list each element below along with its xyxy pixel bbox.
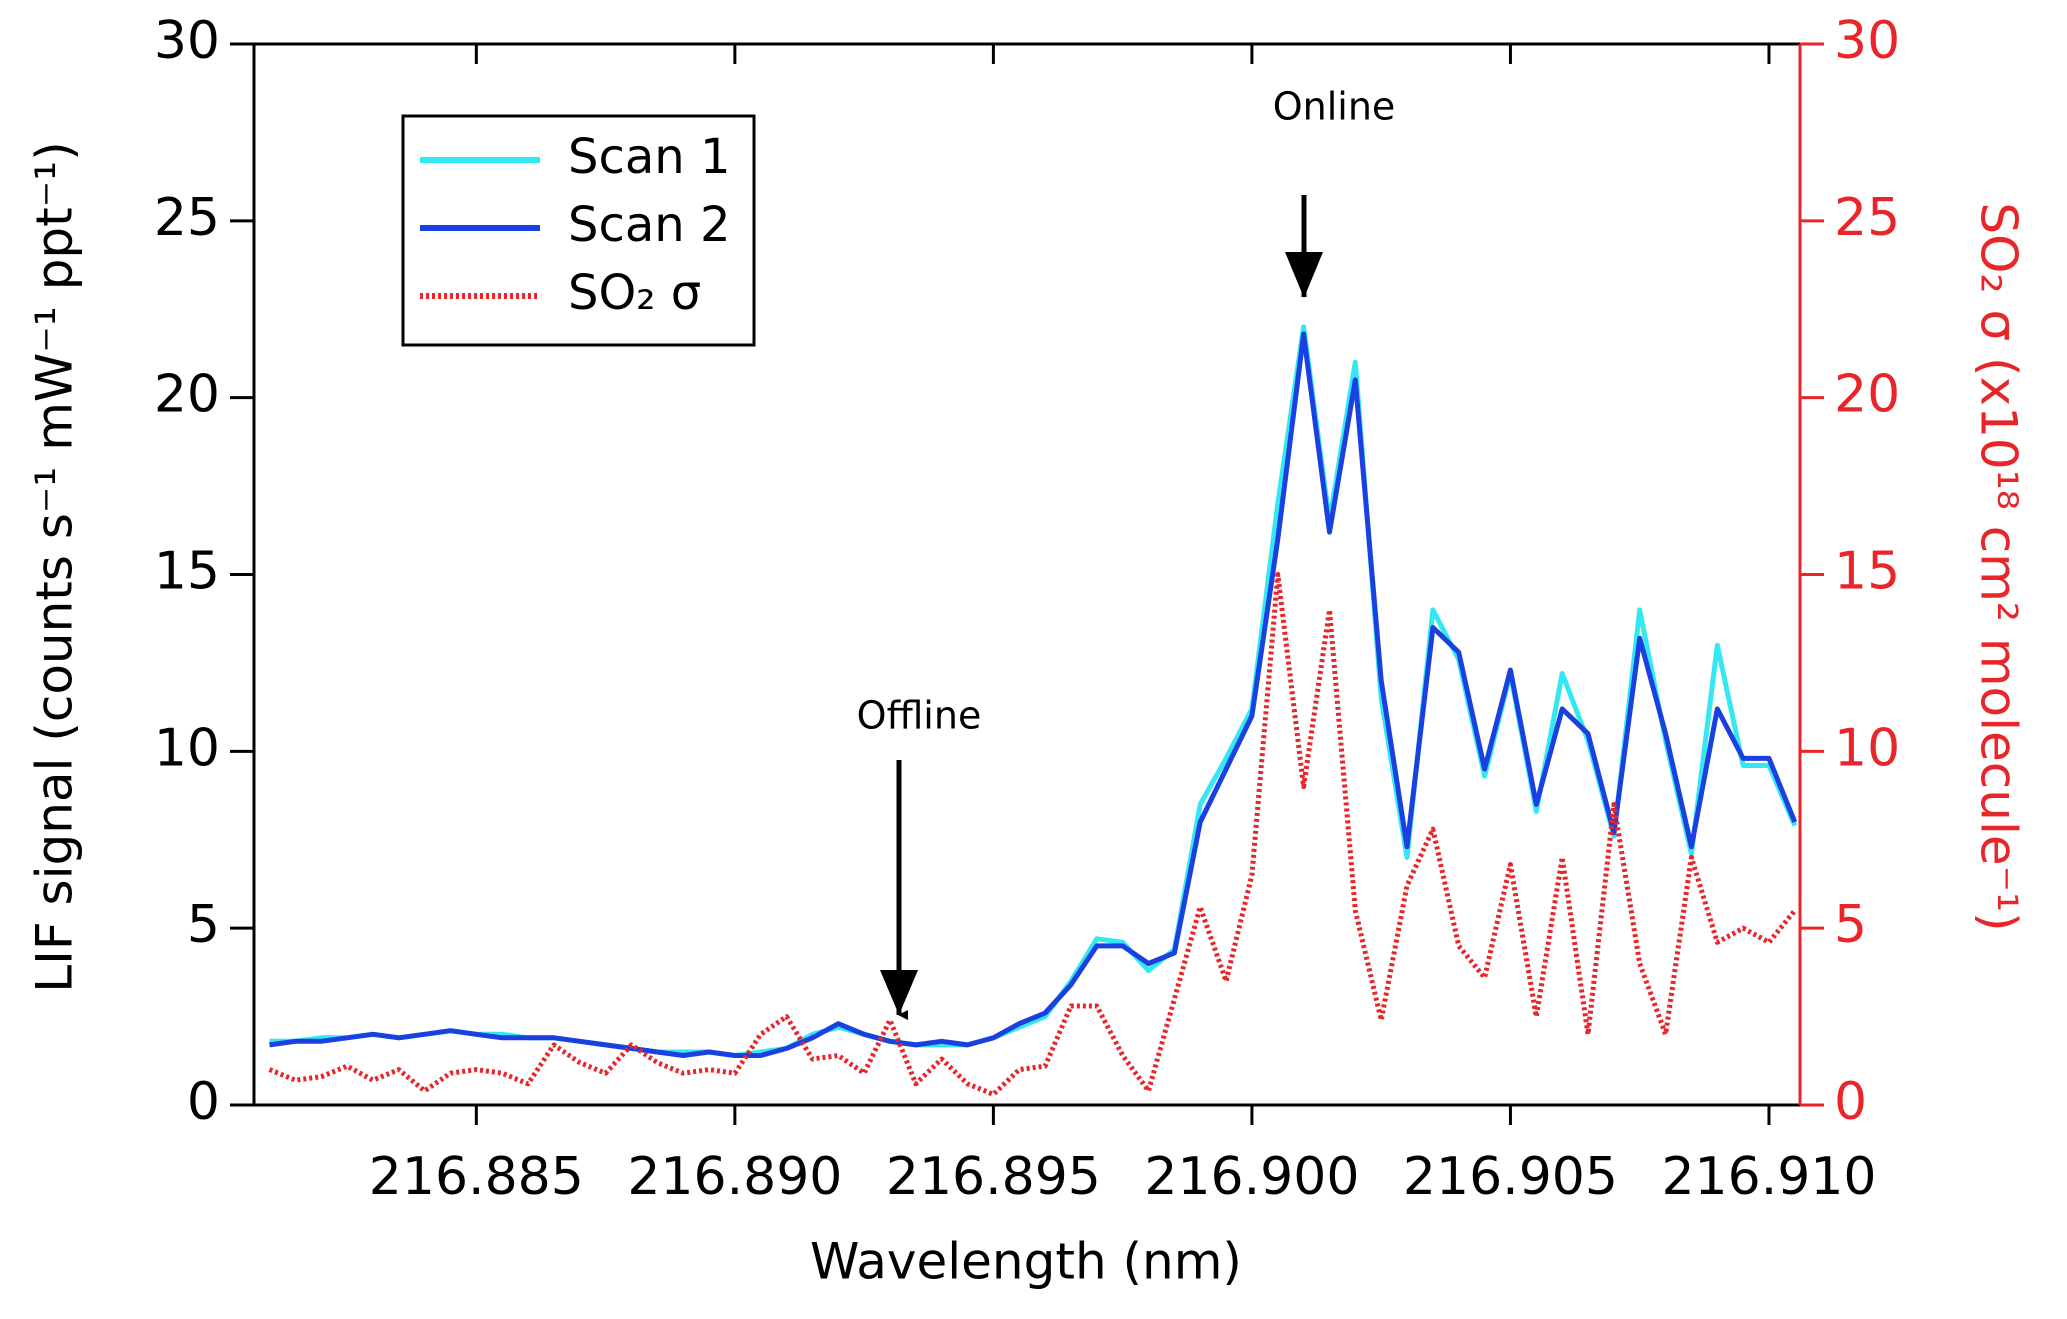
y-axis-label: LIF signal (counts s⁻¹ mW⁻¹ ppt⁻¹) [26, 141, 84, 992]
x-axis-label: Wavelength (nm) [810, 1233, 1242, 1291]
y-tick-label: 5 [187, 895, 220, 955]
annotation: Offline [857, 694, 982, 738]
y2-tick-label: 25 [1834, 188, 1900, 248]
y2-tick-label: 20 [1834, 365, 1900, 425]
y2-tick-label: 15 [1834, 542, 1900, 602]
y2-tick-label: 0 [1834, 1072, 1867, 1132]
legend: Scan 1 Scan 2 SO₂ σ [401, 114, 756, 347]
y-tick-label: 25 [154, 188, 220, 248]
legend-label: Scan 2 [568, 197, 731, 253]
legend-label: SO₂ σ [568, 265, 701, 321]
y2-axis-label: SO₂ σ (x10¹⁸ cm² molecule⁻¹) [1970, 202, 2028, 931]
x-tick-label: 216.900 [1144, 1147, 1359, 1207]
annotation: Online [1273, 85, 1396, 129]
y2-tick-label: 5 [1834, 895, 1867, 955]
x-tick-label: 216.885 [369, 1147, 584, 1207]
arrow-head [1285, 252, 1323, 298]
x-tick-label: 216.910 [1661, 1147, 1876, 1207]
series-line [269, 331, 1798, 1058]
y-tick-label: 30 [154, 11, 220, 71]
series-line [268, 572, 1797, 1097]
y-tick-label: 20 [154, 365, 220, 425]
y-tick-label: 0 [187, 1072, 220, 1132]
series-line [269, 324, 1798, 1058]
legend-label: Scan 1 [568, 129, 731, 185]
arrow-head [880, 970, 918, 1015]
x-tick-label: 216.890 [627, 1147, 842, 1207]
x-tick-label: 216.905 [1403, 1147, 1618, 1207]
y-tick-label: 10 [154, 718, 220, 778]
y2-tick-label: 10 [1834, 718, 1900, 778]
y2-tick-label: 30 [1834, 11, 1900, 71]
y-tick-label: 15 [154, 542, 220, 602]
x-tick-label: 216.895 [886, 1147, 1101, 1207]
